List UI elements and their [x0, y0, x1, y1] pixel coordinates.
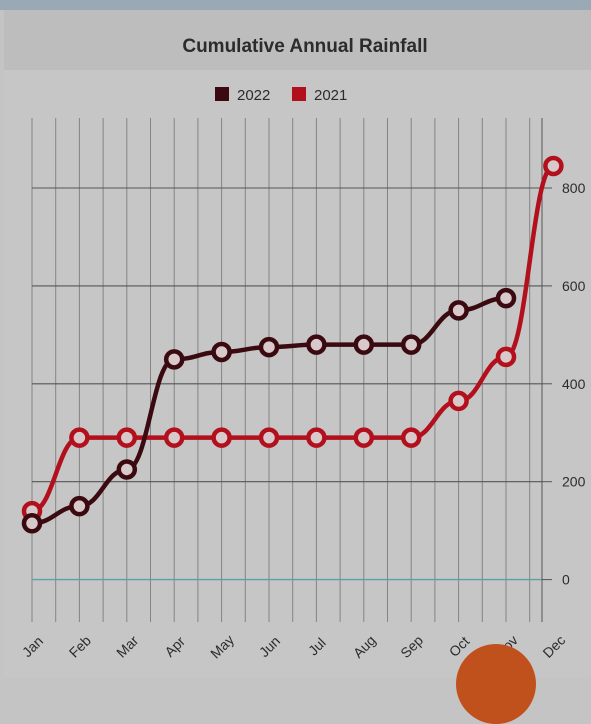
title-band	[4, 10, 591, 70]
data-point-2021[interactable]	[258, 427, 280, 448]
data-point-2022[interactable]	[69, 495, 90, 517]
data-point-2021[interactable]	[495, 346, 517, 368]
y-tick-label: 0	[562, 572, 570, 588]
touch-cursor-blob	[456, 644, 536, 724]
x-tick-label: Sep	[397, 632, 426, 661]
data-point-2021[interactable]	[543, 155, 564, 177]
x-tick-label: Aug	[350, 632, 379, 661]
data-point-2022[interactable]	[163, 349, 185, 370]
y-tick-label: 400	[562, 376, 586, 392]
data-point-2022[interactable]	[400, 334, 422, 355]
x-tick-label: Dec	[539, 632, 568, 661]
x-tick-label: Jun	[256, 633, 283, 660]
data-point-2022[interactable]	[21, 513, 43, 534]
rainfall-line-chart: Cumulative Annual Rainfall 2022 2021 0 20…	[19, 36, 586, 661]
series-line-2022	[31, 295, 507, 526]
x-tick-label: Mar	[113, 632, 142, 661]
data-point-2022[interactable]	[116, 459, 138, 480]
legend-swatch-2022[interactable]	[215, 87, 229, 101]
data-point-2022[interactable]	[258, 336, 280, 358]
data-point-2021[interactable]	[353, 427, 375, 448]
x-tick-label: Apr	[161, 633, 188, 660]
x-tick-label: Feb	[66, 632, 95, 661]
legend-swatch-2021[interactable]	[292, 87, 306, 101]
data-point-2021[interactable]	[163, 427, 185, 448]
data-point-2021[interactable]	[69, 427, 90, 448]
data-point-2022[interactable]	[448, 300, 469, 321]
gridlines	[31, 118, 552, 622]
legend-label-2021[interactable]: 2021	[314, 87, 347, 104]
data-point-2022[interactable]	[495, 287, 517, 309]
x-tick-label: May	[207, 631, 237, 661]
data-point-2021[interactable]	[400, 427, 422, 448]
y-tick-label: 800	[562, 180, 586, 196]
data-point-2021[interactable]	[116, 427, 138, 448]
data-point-2022[interactable]	[353, 334, 375, 355]
y-axis-tick-labels: 0 200 400 600 800	[562, 180, 586, 588]
data-point-2022[interactable]	[306, 334, 327, 355]
series-points	[21, 155, 564, 534]
x-tick-label: Jan	[19, 633, 46, 660]
data-point-2021[interactable]	[211, 427, 232, 448]
legend: 2022 2021	[215, 87, 347, 104]
x-tick-label: Jul	[305, 634, 329, 658]
data-point-2022[interactable]	[211, 341, 232, 363]
legend-label-2022[interactable]: 2022	[237, 87, 270, 104]
y-tick-label: 200	[562, 474, 586, 490]
data-point-2021[interactable]	[448, 390, 469, 412]
y-tick-label: 600	[562, 278, 586, 294]
chart-title: Cumulative Annual Rainfall	[182, 36, 427, 57]
data-point-2021[interactable]	[306, 427, 327, 448]
window-top-strip	[0, 0, 591, 10]
